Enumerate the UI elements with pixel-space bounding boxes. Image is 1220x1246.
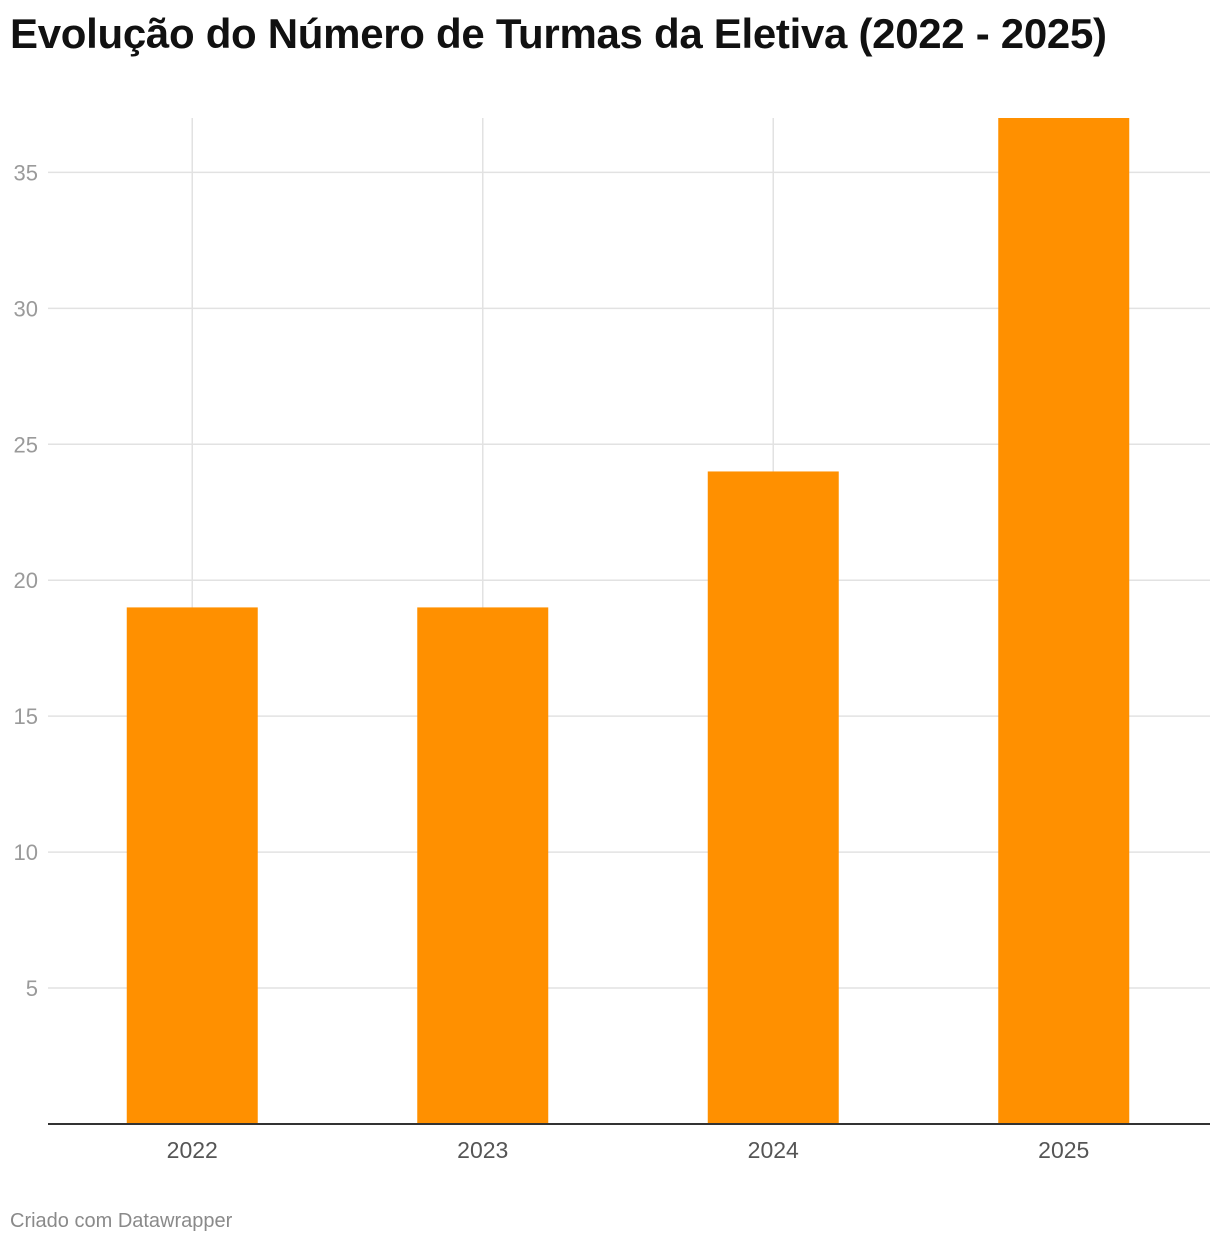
- bar-2023: [417, 607, 549, 1124]
- y-tick-label-20: 20: [14, 568, 38, 593]
- y-tick-label-10: 10: [14, 840, 38, 865]
- bars: [126, 118, 1130, 1124]
- y-axis: 5 10 15 20 25 30 35: [14, 160, 38, 1001]
- x-tick-label-2023: 2023: [457, 1137, 508, 1163]
- x-tick-label-2024: 2024: [748, 1137, 799, 1163]
- y-tick-label-25: 25: [14, 432, 38, 457]
- bar-2025: [998, 118, 1130, 1124]
- chart-title: Evolução do Número de Turmas da Eletiva …: [10, 10, 1107, 57]
- x-axis: 2022 2023 2024 2025: [48, 1123, 1210, 1163]
- y-tick-label-5: 5: [26, 976, 38, 1001]
- x-tick-label-2025: 2025: [1038, 1137, 1089, 1163]
- bar-2024: [707, 471, 839, 1124]
- footer-credit: Criado com Datawrapper: [10, 1210, 233, 1232]
- y-tick-label-15: 15: [14, 704, 38, 729]
- y-tick-label-30: 30: [14, 296, 38, 321]
- bar-2022: [126, 607, 258, 1124]
- x-tick-label-2022: 2022: [167, 1137, 218, 1163]
- y-tick-label-35: 35: [14, 160, 38, 185]
